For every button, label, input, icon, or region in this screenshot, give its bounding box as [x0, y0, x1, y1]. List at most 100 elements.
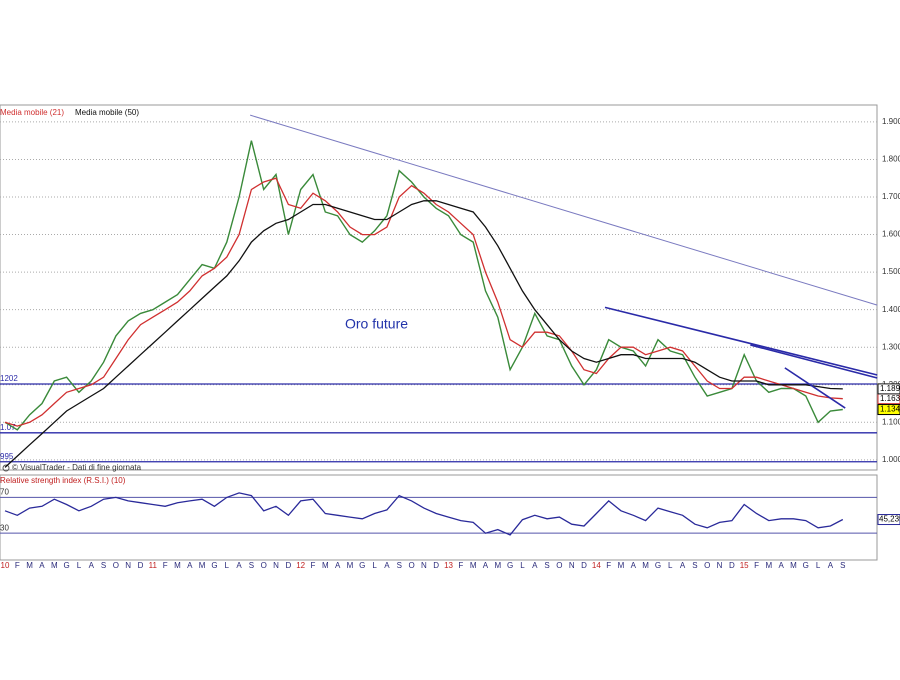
legend-entry: Media mobile (50) [75, 108, 139, 117]
x-tick-label: N [717, 561, 723, 570]
x-tick-label: A [631, 561, 637, 570]
x-tick-label: A [483, 561, 489, 570]
level-label: 995 [0, 452, 14, 461]
level-label: 1202 [0, 374, 18, 383]
x-tick-label: S [397, 561, 402, 570]
x-tick-label: M [199, 561, 206, 570]
x-tick-label: S [544, 561, 549, 570]
x-tick-label: M [26, 561, 33, 570]
x-tick-label: D [581, 561, 587, 570]
x-tick-label: L [372, 561, 377, 570]
legend-entry: Media mobile (21) [0, 108, 64, 117]
price-line [4, 140, 843, 431]
x-tick-label: N [273, 561, 279, 570]
moving-average-line [4, 177, 843, 427]
y-tick-label: 1.000 [882, 455, 900, 464]
y-tick-label: 1.500 [882, 267, 900, 276]
rsi-title: Relative strength index (R.S.I.) (10) [0, 476, 126, 485]
y-tick-label: 1.900 [882, 117, 900, 126]
x-tick-label: S [101, 561, 106, 570]
x-tick-label: 14 [592, 561, 601, 570]
x-tick-label: M [790, 561, 797, 570]
x-tick-label: G [803, 561, 809, 570]
x-tick-label: N [569, 561, 575, 570]
x-tick-label: F [458, 561, 463, 570]
end-label-box [877, 404, 900, 416]
x-tick-label: L [77, 561, 82, 570]
y-tick-label: 1.400 [882, 305, 900, 314]
x-tick-label: L [668, 561, 673, 570]
moving-average-line [4, 200, 843, 468]
rsi-line [4, 492, 844, 536]
x-tick-label: A [187, 561, 193, 570]
x-tick-label: D [285, 561, 291, 570]
x-tick-label: N [421, 561, 427, 570]
x-tick-label: 15 [740, 561, 749, 570]
chart-title: Oro future [345, 316, 408, 332]
x-tick-label: D [433, 561, 439, 570]
x-tick-label: M [766, 561, 773, 570]
x-tick-label: M [470, 561, 477, 570]
x-tick-label: A [39, 561, 45, 570]
rsi-frame [0, 474, 878, 561]
x-tick-label: G [211, 561, 217, 570]
end-label: 45,239 [879, 515, 900, 524]
source-note: © VisualTrader - Dati di fine giornata [12, 463, 142, 472]
x-tick-label: M [642, 561, 649, 570]
rsi-level-label: 30 [0, 523, 9, 532]
x-tick-label: M [494, 561, 501, 570]
x-tick-label: F [754, 561, 759, 570]
x-tick-label: G [63, 561, 69, 570]
x-tick-label: S [249, 561, 254, 570]
y-tick-label: 1.800 [882, 155, 900, 164]
y-tick-label: 1.100 [882, 417, 900, 426]
x-tick-label: O [556, 561, 562, 570]
x-tick-label: M [51, 561, 58, 570]
x-tick-label: D [729, 561, 735, 570]
x-tick-label: F [15, 561, 20, 570]
rsi-level-label: 70 [0, 487, 9, 496]
x-tick-label: A [778, 561, 784, 570]
x-tick-label: G [507, 561, 513, 570]
x-tick-label: S [692, 561, 697, 570]
x-tick-label: A [335, 561, 341, 570]
x-tick-label: F [606, 561, 611, 570]
x-tick-label: A [89, 561, 95, 570]
end-label: 1.189 [880, 384, 900, 393]
x-tick-label: M [618, 561, 625, 570]
x-tick-label: A [532, 561, 538, 570]
x-tick-label: A [680, 561, 686, 570]
x-tick-label: 13 [444, 561, 453, 570]
logo-icon [2, 464, 10, 472]
x-tick-label: M [347, 561, 354, 570]
x-tick-label: A [828, 561, 834, 570]
x-tick-label: G [359, 561, 365, 570]
x-tick-label: N [125, 561, 131, 570]
trendline [784, 367, 846, 409]
x-tick-label: F [163, 561, 168, 570]
y-tick-label: 1.700 [882, 192, 900, 201]
x-tick-label: 11 [149, 561, 158, 570]
end-label: 1.163 [880, 394, 900, 403]
trendline [750, 344, 878, 379]
x-tick-label: D [138, 561, 144, 570]
end-label: 1.134 [880, 405, 900, 414]
x-tick-label: O [113, 561, 119, 570]
x-tick-label: S [840, 561, 845, 570]
x-tick-label: L [225, 561, 230, 570]
y-tick-label: 1.600 [882, 230, 900, 239]
trendline [250, 114, 878, 306]
x-tick-label: L [816, 561, 821, 570]
x-tick-label: 12 [296, 561, 305, 570]
y-tick-label: 1.300 [882, 342, 900, 351]
x-tick-label: M [174, 561, 181, 570]
x-tick-label: A [236, 561, 242, 570]
trendline [604, 306, 878, 376]
x-tick-label: G [655, 561, 661, 570]
end-label-box [877, 514, 900, 526]
x-tick-label: F [311, 561, 316, 570]
x-tick-label: O [408, 561, 414, 570]
x-tick-label: L [520, 561, 525, 570]
